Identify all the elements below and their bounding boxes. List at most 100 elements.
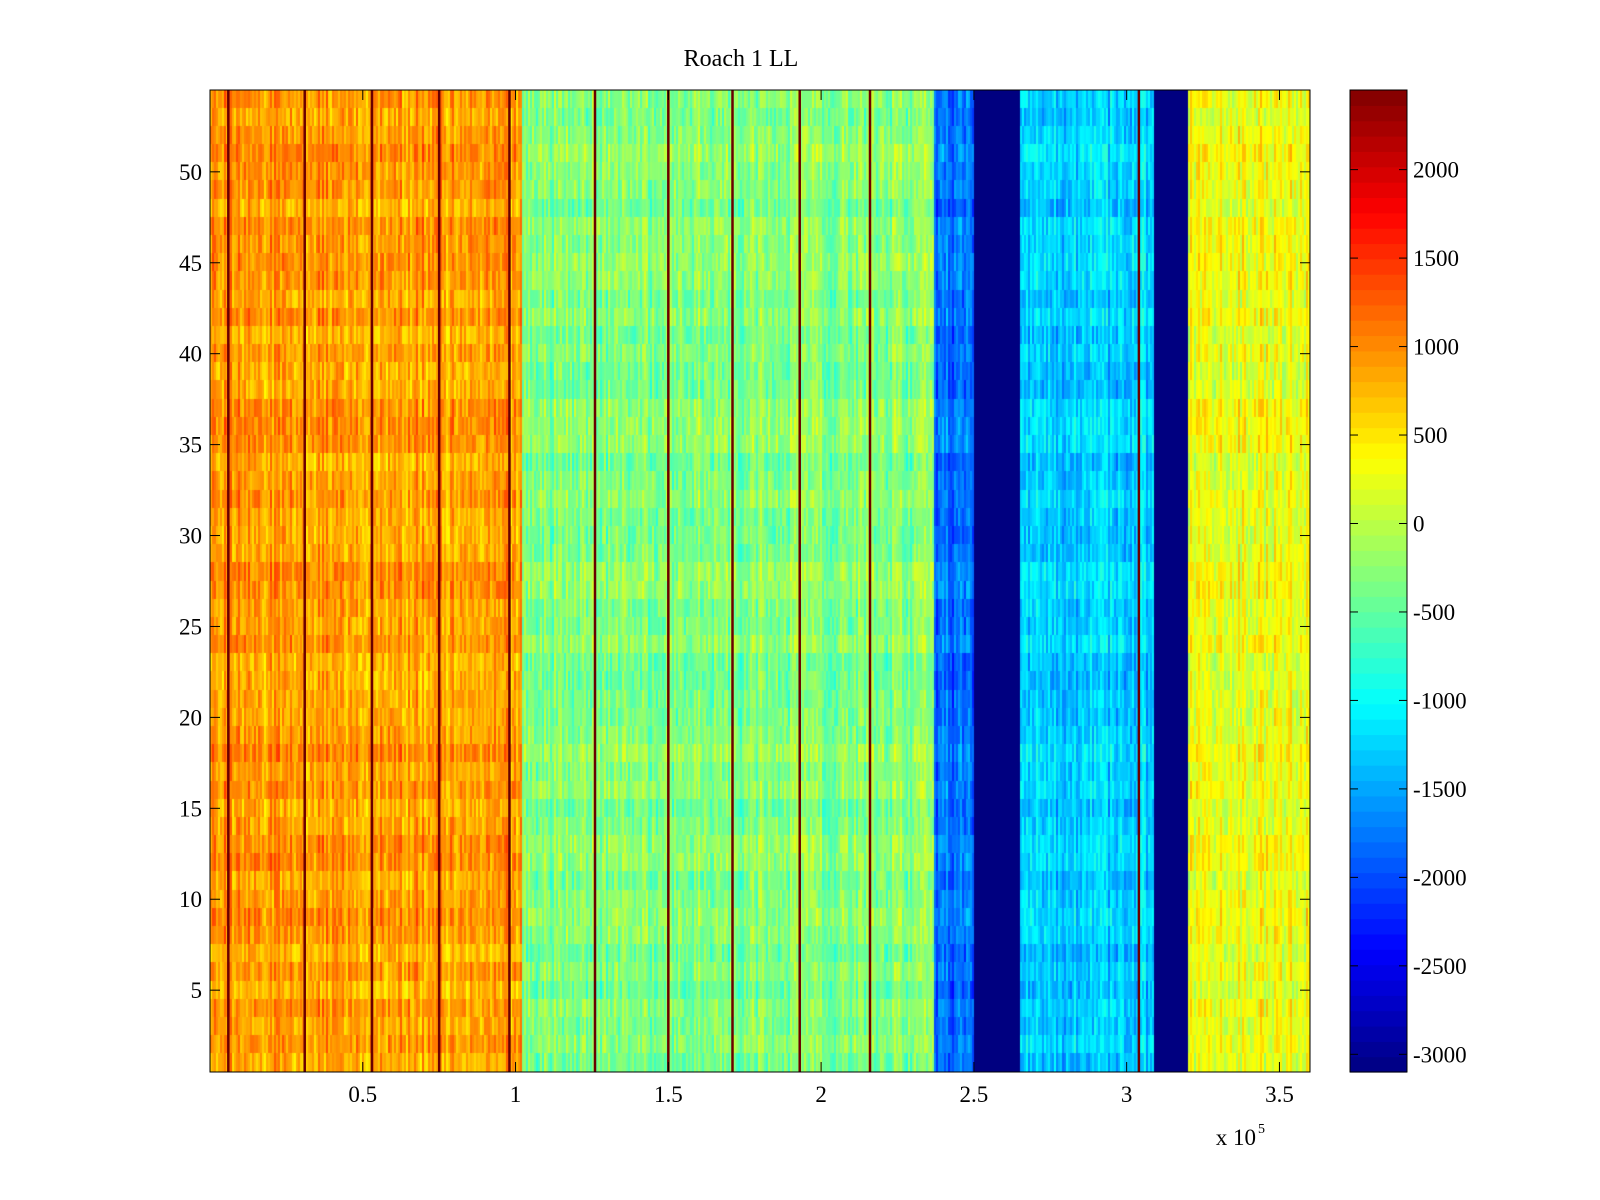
x-tick-label: 0.5 [348, 1082, 377, 1107]
chart-title: Roach 1 LL [684, 46, 799, 72]
colorbar-swatch [1350, 442, 1407, 459]
colorbar-swatch [1350, 995, 1407, 1012]
colorbar-swatch [1350, 381, 1407, 398]
colorbar-swatch [1350, 136, 1407, 152]
colorbar-tick-label: -1500 [1413, 777, 1467, 802]
colorbar-tick-label: -2500 [1413, 954, 1467, 979]
y-tick-label: 10 [179, 887, 202, 912]
colorbar-swatch [1350, 228, 1407, 245]
plot-frame [209, 89, 1311, 1073]
colorbar-tick-label: 2000 [1413, 158, 1459, 183]
colorbar-swatch [1350, 979, 1407, 996]
y-tick-label: 40 [179, 342, 202, 367]
colorbar-swatch [1350, 780, 1407, 797]
colorbar-swatch [1350, 795, 1407, 812]
colorbar-swatch [1350, 933, 1407, 950]
colorbar-frame [1349, 89, 1408, 1073]
x-axis: 0.5 1 1.5 2 2.5 3 3.5 [348, 90, 1294, 1107]
colorbar-swatch [1350, 749, 1407, 766]
colorbar-swatch [1350, 657, 1407, 674]
colorbar-swatch [1350, 473, 1407, 490]
colorbar-swatch [1350, 304, 1407, 321]
colorbar-swatch [1350, 166, 1407, 183]
colorbar-swatch [1350, 396, 1407, 413]
colorbar-swatch [1350, 1010, 1407, 1027]
colorbar-swatch [1350, 903, 1407, 920]
plot-area [209, 89, 1311, 1073]
colorbar-swatch [1350, 519, 1407, 536]
y-tick-label: 45 [179, 251, 202, 276]
y-tick-label: 35 [179, 433, 202, 458]
colorbar-swatch [1350, 335, 1407, 352]
colorbar-swatch [1350, 289, 1407, 306]
y-tick-label: 20 [179, 705, 202, 730]
colorbar-swatch [1350, 611, 1407, 628]
colorbar: -3000 -2500 -2000 -1500 -1000 -500 0 500 1000 150… [1349, 89, 1467, 1073]
colorbar-tick-label: 500 [1413, 423, 1448, 448]
colorbar-swatch [1350, 857, 1407, 874]
colorbar-swatch [1350, 504, 1407, 521]
colorbar-swatch [1350, 534, 1407, 551]
y-tick-label: 30 [179, 524, 202, 549]
x-exponent-power: 5 [1258, 1122, 1265, 1137]
colorbar-swatch [1350, 182, 1407, 199]
colorbar-swatch [1350, 350, 1407, 367]
y-tick-label: 15 [179, 796, 202, 821]
x-axis-exponent: x 10 5 [1216, 1122, 1265, 1150]
colorbar-tick-label: -1000 [1413, 688, 1467, 713]
colorbar-swatch [1350, 274, 1407, 291]
colorbar-swatch [1350, 596, 1407, 613]
x-tick-label: 1.5 [654, 1082, 683, 1107]
colorbar-swatch [1350, 412, 1407, 429]
x-exponent-label: x 10 [1216, 1125, 1256, 1150]
y-tick-label: 25 [179, 614, 202, 639]
x-tick-label: 2 [815, 1082, 827, 1107]
y-tick-label: 50 [179, 160, 202, 185]
colorbar-swatch [1350, 427, 1407, 444]
colorbar-swatch [1350, 105, 1407, 122]
colorbar-swatch [1350, 811, 1407, 828]
colorbar-swatch [1350, 458, 1407, 475]
colorbar-swatch [1350, 1025, 1407, 1042]
colorbar-swatch [1350, 964, 1407, 981]
heatmap-canvas [210, 90, 1310, 1072]
colorbar-swatch [1350, 688, 1407, 705]
colorbar-swatch [1350, 642, 1407, 659]
colorbar-tick-label: -3000 [1413, 1042, 1467, 1067]
x-tick-label: 3.5 [1265, 1082, 1294, 1107]
colorbar-swatch [1350, 887, 1407, 904]
colorbar-swatch [1350, 320, 1407, 337]
colorbar-swatch [1350, 550, 1407, 567]
colorbar-swatch [1350, 627, 1407, 643]
colorbar-swatch [1350, 872, 1407, 889]
colorbar-swatch [1350, 949, 1407, 966]
colorbar-swatch [1350, 673, 1407, 690]
colorbar-swatch [1350, 258, 1407, 275]
y-tick-label: 5 [191, 978, 203, 1003]
x-tick-label: 2.5 [960, 1082, 989, 1107]
colorbar-swatch [1350, 565, 1407, 582]
colorbar-swatch [1350, 151, 1407, 168]
colorbar-swatch [1350, 212, 1407, 229]
colorbar-tick-label: -500 [1413, 600, 1455, 625]
colorbar-tick-label: 0 [1413, 511, 1425, 536]
colorbar-swatch [1350, 1041, 1407, 1058]
colorbar-swatch [1350, 488, 1407, 505]
colorbar-swatch [1350, 90, 1407, 106]
colorbar-tick-label: -2000 [1413, 865, 1467, 890]
colorbar-swatch [1350, 918, 1407, 935]
colorbar-swatch [1350, 1056, 1407, 1073]
colorbar-swatch [1350, 243, 1407, 260]
colorbar-swatch [1350, 841, 1407, 858]
colorbar-swatch [1350, 366, 1407, 383]
x-tick-label: 1 [510, 1082, 522, 1107]
colorbar-swatch [1350, 765, 1407, 782]
colorbar-swatch [1350, 581, 1407, 597]
colorbar-swatch [1350, 719, 1407, 736]
colorbar-swatch [1350, 197, 1407, 214]
colorbar-swatch [1350, 703, 1407, 720]
heatmap-cells [210, 90, 1310, 1072]
colorbar-swatch [1350, 734, 1407, 751]
colorbar-tick-label: 1500 [1413, 246, 1459, 271]
